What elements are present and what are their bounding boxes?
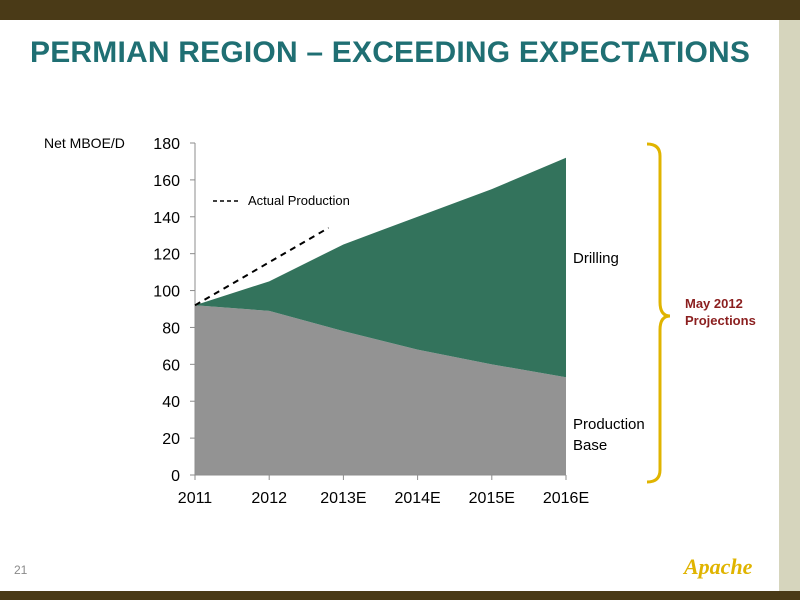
x-tick-label-2012: 2012 xyxy=(251,490,287,507)
y-tick-label-60: 60 xyxy=(162,357,180,374)
bottom-frame-bar xyxy=(0,591,800,600)
legend-actual-production: Actual Production xyxy=(248,193,350,208)
y-tick-label-20: 20 xyxy=(162,431,180,448)
projection-label: May 2012 Projections xyxy=(685,295,756,329)
projection-label-line1: May 2012 xyxy=(685,296,743,311)
page-number: 21 xyxy=(14,563,28,577)
company-logo: Apache xyxy=(684,554,753,579)
projection-label-line2: Projections xyxy=(685,313,756,328)
projection-bracket xyxy=(646,142,671,484)
y-tick-label-160: 160 xyxy=(153,173,180,190)
y-tick-label-80: 80 xyxy=(162,320,180,337)
series-label-production-base-line1: Production xyxy=(573,416,645,433)
y-tick-label-120: 120 xyxy=(153,247,180,264)
series-label-drilling: Drilling xyxy=(573,250,619,267)
y-tick-label-0: 0 xyxy=(171,468,180,485)
y-tick-label-100: 100 xyxy=(153,284,180,301)
y-tick-label-180: 180 xyxy=(153,136,180,153)
actual-production-line xyxy=(194,226,330,307)
y-tick-label-40: 40 xyxy=(162,394,180,411)
x-tick-label-2013E: 2013E xyxy=(320,490,366,507)
x-tick-label-2011: 2011 xyxy=(178,490,213,507)
x-tick-label-2016E: 2016E xyxy=(543,490,589,507)
series-label-production-base-line2: Base xyxy=(573,437,607,454)
y-axis-label: Net MBOE/D xyxy=(44,135,125,151)
y-tick-label-140: 140 xyxy=(153,210,180,227)
area-drilling xyxy=(195,157,566,378)
x-tick-label-2015E: 2015E xyxy=(469,490,515,507)
top-frame-bar xyxy=(0,0,800,20)
side-strip xyxy=(779,20,800,591)
x-tick-label-2014E: 2014E xyxy=(394,490,440,507)
area-production-base xyxy=(195,305,566,475)
slide-title: PERMIAN REGION – EXCEEDING EXPECTATIONS xyxy=(30,36,751,69)
